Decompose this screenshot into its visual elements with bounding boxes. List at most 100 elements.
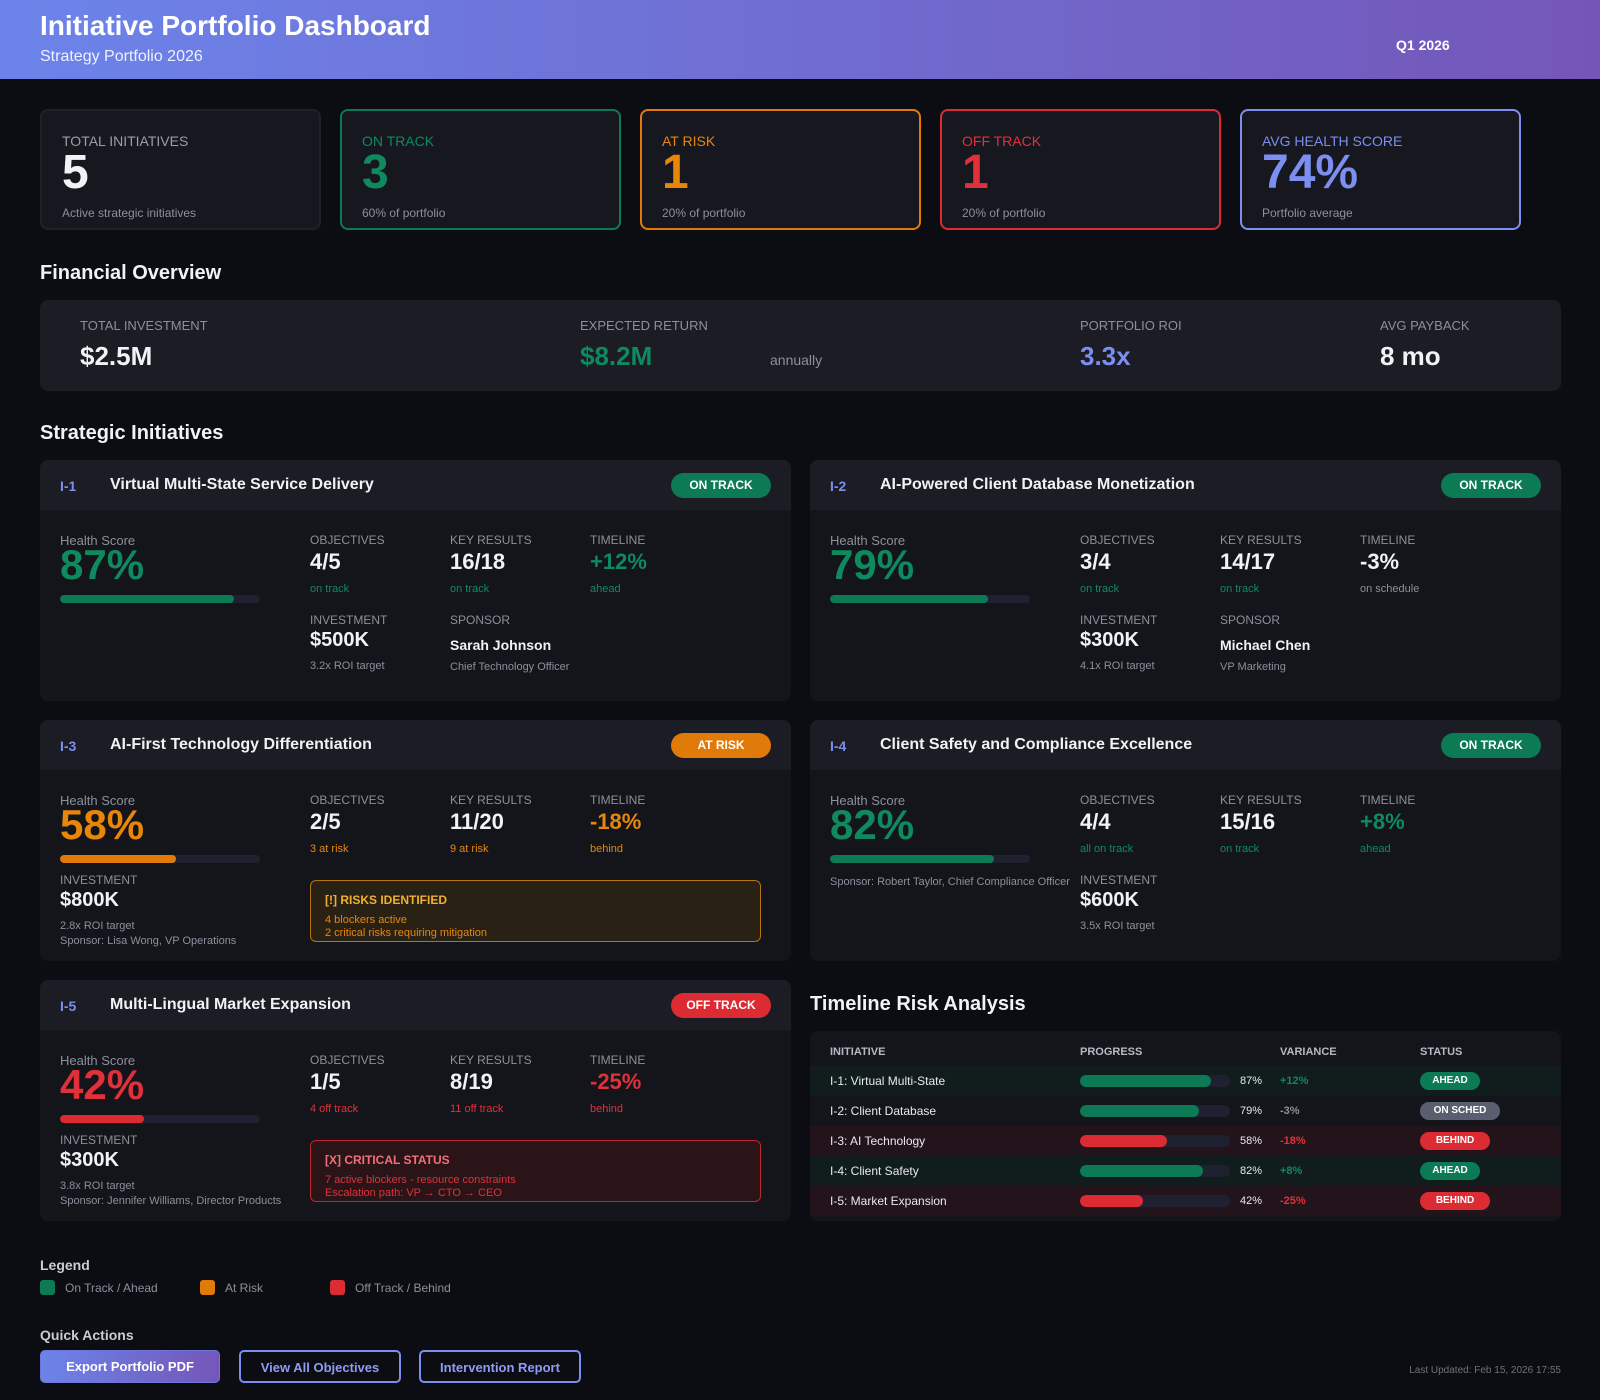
kpi-label: ON TRACK xyxy=(362,133,435,149)
initiative-card-i5[interactable]: I-5 Multi-Lingual Market Expansion OFF T… xyxy=(40,980,791,1221)
initiative-card-i1[interactable]: I-1 Virtual Multi-State Service Delivery… xyxy=(40,460,791,701)
metric-subtext: 4.1x ROI target xyxy=(1080,660,1155,672)
metric-subtext: behind xyxy=(590,843,624,855)
legend-label: At Risk xyxy=(225,1281,264,1295)
timeline-risk-table: INITIATIVE PROGRESS VARIANCE STATUS I-1:… xyxy=(810,1031,1561,1221)
metric-subtext: ahead xyxy=(590,583,621,595)
metric-label: TIMELINE xyxy=(1360,793,1416,807)
metric-value: $800K xyxy=(60,889,119,911)
column-header-progress: PROGRESS xyxy=(1080,1046,1143,1058)
initiative-id: I-4 xyxy=(830,738,847,754)
metric-label: KEY RESULTS xyxy=(1220,793,1302,807)
kpi-on-track: ON TRACK 3 60% of portfolio xyxy=(340,109,621,230)
metric-label: OBJECTIVES xyxy=(1080,793,1155,807)
health-score-label: Health Score xyxy=(60,533,136,548)
table-row[interactable]: I-3: AI Technology 58% -18% BEHIND xyxy=(810,1126,1561,1156)
progress-bar-fill xyxy=(1080,1075,1211,1087)
health-score-value: 42% xyxy=(60,1061,145,1108)
section-title-timeline: Timeline Risk Analysis xyxy=(810,993,1026,1015)
progress-bar-fill xyxy=(1080,1165,1203,1177)
table-row[interactable]: I-5: Market Expansion 42% -25% BEHIND xyxy=(810,1186,1561,1216)
metric-label: TIMELINE xyxy=(590,793,646,807)
critical-alert-box: [X] CRITICAL STATUS 7 active blockers - … xyxy=(310,1140,761,1202)
page-title: Initiative Portfolio Dashboard xyxy=(40,10,431,41)
kpi-value: 1 xyxy=(662,146,689,199)
metric-value: 11/20 xyxy=(450,809,504,834)
progress-bar-fill xyxy=(1080,1135,1167,1147)
status-badge: ON TRACK xyxy=(1441,733,1541,758)
legend-swatch xyxy=(330,1280,345,1295)
section-title-financial: Financial Overview xyxy=(40,262,222,284)
health-bar-fill xyxy=(830,855,994,863)
section-title-initiatives: Strategic Initiatives xyxy=(40,422,224,444)
metric-subtext: 11 off track xyxy=(450,1103,504,1115)
metric-investment: INVESTMENT $300K 4.1x ROI target xyxy=(1080,613,1157,672)
export-portfolio-pdf-button[interactable]: Export Portfolio PDF xyxy=(40,1350,220,1383)
sponsor-line: Sponsor: Jennifer Williams, Director Pro… xyxy=(60,1195,282,1207)
quarter-label: Q1 2026 xyxy=(1396,37,1450,53)
health-bar-fill xyxy=(60,1115,144,1123)
initiative-card-i2[interactable]: I-2 AI-Powered Client Database Monetizat… xyxy=(810,460,1561,701)
status-badge: ON TRACK xyxy=(671,473,771,498)
sponsor-name: Sarah Johnson xyxy=(450,637,552,653)
health-bar xyxy=(60,855,260,863)
initiative-card-i4[interactable]: I-4 Client Safety and Compliance Excelle… xyxy=(810,720,1561,961)
metric-timeline: TIMELINE -18% behind xyxy=(590,793,645,855)
row-status-badge: BEHIND xyxy=(1420,1132,1490,1150)
metric-value: -3% xyxy=(1360,549,1400,574)
kpi-subtext: 60% of portfolio xyxy=(362,206,446,220)
health-bar xyxy=(60,595,260,603)
metric-sponsor: SPONSOR Michael Chen VP Marketing xyxy=(1220,613,1310,673)
metric-timeline: TIMELINE -25% behind xyxy=(590,1053,645,1115)
initiative-id: I-3 xyxy=(60,738,77,754)
intervention-report-button[interactable]: Intervention Report xyxy=(419,1350,581,1383)
health-score-label: Health Score xyxy=(60,1053,136,1068)
view-all-objectives-button[interactable]: View All Objectives xyxy=(239,1350,401,1383)
metric-timeline: TIMELINE +12% ahead xyxy=(590,533,647,595)
row-initiative: I-5: Market Expansion xyxy=(830,1194,947,1208)
initiative-id: I-2 xyxy=(830,478,847,494)
metric-label: KEY RESULTS xyxy=(450,533,532,547)
row-variance: -25% xyxy=(1280,1195,1306,1207)
kpi-subtext: Portfolio average xyxy=(1262,206,1353,220)
column-header-initiative: INITIATIVE xyxy=(830,1046,886,1058)
metric-subtext: 3.8x ROI target xyxy=(60,1180,135,1192)
metric-timeline: TIMELINE -3% on schedule xyxy=(1360,533,1419,595)
kpi-avg-health: AVG HEALTH SCORE 74% Portfolio average xyxy=(1240,109,1521,230)
financial-overview-panel: TOTAL INVESTMENT $2.5M EXPECTED RETURN $… xyxy=(40,300,1561,391)
metric-label: INVESTMENT xyxy=(60,1133,138,1147)
table-row[interactable]: I-1: Virtual Multi-State 87% +12% AHEAD xyxy=(810,1066,1561,1096)
legend-title: Legend xyxy=(40,1257,90,1273)
card-header: I-2 AI-Powered Client Database Monetizat… xyxy=(810,460,1561,510)
metric-value: 3/4 xyxy=(1080,549,1111,574)
metric-subtext: 3.5x ROI target xyxy=(1080,920,1155,932)
card-header: I-5 Multi-Lingual Market Expansion OFF T… xyxy=(40,980,791,1030)
table-row[interactable]: I-4: Client Safety 82% +8% AHEAD xyxy=(810,1156,1561,1186)
table-row[interactable]: I-2: Client Database 79% -3% ON SCHED xyxy=(810,1096,1561,1126)
metric-label: INVESTMENT xyxy=(1080,613,1158,627)
initiative-title: Virtual Multi-State Service Delivery xyxy=(110,476,374,493)
row-variance: +12% xyxy=(1280,1075,1309,1087)
kpi-subtext: Active strategic initiatives xyxy=(62,206,197,220)
initiative-card-i3[interactable]: I-3 AI-First Technology Differentiation … xyxy=(40,720,791,961)
initiative-title: AI-First Technology Differentiation xyxy=(110,736,372,753)
kpi-off-track: OFF TRACK 1 20% of portfolio xyxy=(940,109,1221,230)
alert-line: Escalation path: VP → CTO → CEO xyxy=(325,1187,502,1199)
metric-label: OBJECTIVES xyxy=(1080,533,1155,547)
progress-percent: 87% xyxy=(1240,1075,1263,1087)
initiative-title: Client Safety and Compliance Excellence xyxy=(880,736,1193,753)
alert-line: 7 active blockers - resource constraints xyxy=(325,1174,516,1186)
kpi-value: 3 xyxy=(362,146,389,199)
metric-label: KEY RESULTS xyxy=(450,1053,532,1067)
health-score-label: Health Score xyxy=(830,533,906,548)
progress-bar xyxy=(1080,1105,1230,1117)
legend-swatch xyxy=(40,1280,55,1295)
card-header: I-3 AI-First Technology Differentiation … xyxy=(40,720,791,770)
kpi-label: AT RISK xyxy=(662,133,716,149)
fin-total-investment: TOTAL INVESTMENT $2.5M xyxy=(80,318,208,372)
sponsor-line: Sponsor: Robert Taylor, Chief Compliance… xyxy=(830,876,1070,888)
metric-label: KEY RESULTS xyxy=(1220,533,1302,547)
kpi-label: AVG HEALTH SCORE xyxy=(1262,133,1403,149)
progress-bar xyxy=(1080,1195,1230,1207)
fin-label: TOTAL INVESTMENT xyxy=(80,318,208,333)
